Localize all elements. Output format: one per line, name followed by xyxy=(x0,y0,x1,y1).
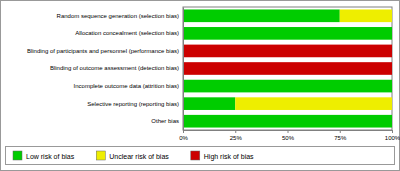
chart: 0% 25% 50% 75% 100% Random sequence generatio… xyxy=(0,0,400,171)
bar-segment xyxy=(392,27,393,40)
y-tick: Blinding of participants and personnel (… xyxy=(27,48,183,54)
legend-swatch xyxy=(13,151,22,160)
bar-segment xyxy=(392,115,393,128)
category-label: Allocation concealment (selection bias) xyxy=(75,30,179,36)
x-tick: 0% xyxy=(179,130,188,141)
x-axis: 0% 25% 50% 75% 100% xyxy=(179,130,400,141)
y-tick: Other bias xyxy=(151,118,183,124)
x-tick-label: 100% xyxy=(385,135,400,141)
legend-label: Unclear risk of bias xyxy=(109,153,169,160)
x-tick-mark xyxy=(340,130,341,133)
y-tick: Selective reporting (reporting bias) xyxy=(87,101,183,107)
x-tick-mark xyxy=(392,130,393,133)
legend-box xyxy=(6,147,395,165)
x-tick-mark xyxy=(235,130,236,133)
bars xyxy=(183,9,392,127)
y-tick: Random sequence generation (selection bi… xyxy=(57,13,183,19)
bar-segment xyxy=(235,97,392,110)
category-label: Selective reporting (reporting bias) xyxy=(87,101,179,107)
category-label: Blinding of outcome assessment (detectio… xyxy=(50,65,179,71)
bar-segment xyxy=(392,115,393,128)
bar-segment xyxy=(183,62,392,75)
x-tick: 50% xyxy=(282,130,295,141)
bar-segment xyxy=(183,45,392,58)
category-label: Blinding of participants and personnel (… xyxy=(27,48,179,54)
x-tick-label: 50% xyxy=(282,135,295,141)
y-tick: Allocation concealment (selection bias) xyxy=(75,30,183,36)
bar-segment xyxy=(183,9,340,22)
x-tick-mark xyxy=(288,130,289,133)
x-tick-label: 75% xyxy=(334,135,347,141)
legend-label: High risk of bias xyxy=(204,153,254,161)
bar-segment xyxy=(392,80,393,93)
bar-segment xyxy=(340,9,392,22)
y-axis-line xyxy=(183,8,184,131)
legend-swatch xyxy=(96,151,105,160)
x-tick-label: 0% xyxy=(179,135,188,141)
bar-segment xyxy=(183,115,392,128)
x-tick: 100% xyxy=(385,130,400,141)
bar-segment xyxy=(183,80,392,93)
category-label: Other bias xyxy=(151,118,179,124)
bar-segment xyxy=(392,80,393,93)
figure-border xyxy=(1,1,400,171)
legend-swatch xyxy=(191,151,200,160)
bar-segment xyxy=(392,9,393,22)
x-tick-label: 25% xyxy=(230,135,243,141)
legend-label: Low risk of bias xyxy=(26,153,75,160)
bar-segment xyxy=(183,97,235,110)
x-tick: 75% xyxy=(334,130,347,141)
y-axis: Random sequence generation (selection bi… xyxy=(27,8,184,131)
x-tick: 25% xyxy=(230,130,243,141)
bar-segment xyxy=(392,27,393,40)
legend: Low risk of bias Unclear risk of bias High… xyxy=(6,147,395,165)
category-label: Random sequence generation (selection bi… xyxy=(57,13,179,19)
plot-frame xyxy=(183,7,392,130)
category-label: Incomplete outcome data (attrition bias) xyxy=(74,83,179,89)
bar-segment xyxy=(392,97,393,110)
y-tick: Incomplete outcome data (attrition bias) xyxy=(74,83,183,89)
bar-segment xyxy=(183,27,392,40)
y-tick: Blinding of outcome assessment (detectio… xyxy=(50,65,183,71)
